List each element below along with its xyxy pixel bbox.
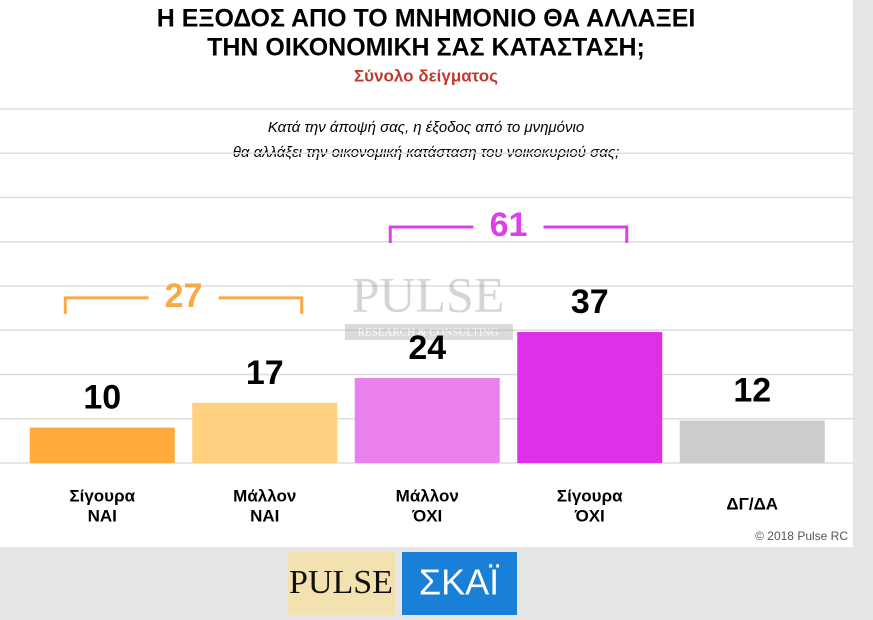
- group-label: 27: [165, 277, 203, 315]
- data-label: 37: [571, 283, 609, 321]
- data-label: 17: [246, 354, 284, 392]
- question: θα αλλάξει την οικονομική κατάσταση του …: [233, 144, 619, 161]
- watermark: PULSE RESEARCH & CONSULTING: [345, 266, 513, 340]
- x-tick-label: ΌΧΙ: [411, 506, 442, 525]
- pulse-logo: [288, 552, 395, 615]
- x-tick-label: ΌΧΙ: [574, 506, 605, 525]
- watermark-text: RESEARCH & CONSULTING: [358, 327, 499, 339]
- question: Κατά την άποψή σας, η έξοδος από το μνημ…: [268, 119, 584, 136]
- x-tick-label: Σίγουρα: [69, 486, 135, 505]
- x-tick-label: Σίγουρα: [557, 486, 623, 505]
- copyright: © 2018 Pulse RC: [755, 529, 848, 543]
- data-label: 10: [83, 379, 121, 417]
- group-bracket: [388, 225, 629, 244]
- bar: [29, 427, 175, 463]
- x-tick-label: ΝΑΙ: [250, 506, 279, 525]
- group-bracket: [63, 296, 304, 314]
- data-label: 12: [733, 372, 771, 410]
- watermark-band: [345, 324, 513, 340]
- x-tick-label: Μάλλον: [233, 486, 296, 505]
- bar: [192, 402, 338, 463]
- skai-logo: [402, 552, 517, 615]
- x-tick-label: ΔΓ/ΔΑ: [726, 494, 778, 513]
- bar: [354, 378, 500, 463]
- data-label: 24: [408, 329, 446, 367]
- group-label: 61: [490, 206, 528, 244]
- x-tick-label: ΝΑΙ: [88, 506, 117, 525]
- skai-logo-text: ΣΚΑΪ: [419, 562, 499, 603]
- bar: [679, 420, 825, 463]
- pulse-logo-text: PULSE: [289, 564, 393, 601]
- bar: [517, 332, 663, 463]
- chart-title: ΤΗΝ ΟΙΚΟΝΟΜΙΚΗ ΣΑΣ ΚΑΤΑΣΤΑΣΗ;: [207, 34, 645, 62]
- chart-title: Η ΕΞΟΔΟΣ ΑΠΟ ΤΟ ΜΝΗΜΟΝΙΟ ΘΑ ΑΛΛΑΞΕΙ: [157, 5, 696, 33]
- watermark-text: PULSE: [352, 266, 505, 322]
- x-tick-label: Μάλλον: [396, 486, 459, 505]
- chart-subtitle: Σύνολο δείγματος: [354, 66, 498, 85]
